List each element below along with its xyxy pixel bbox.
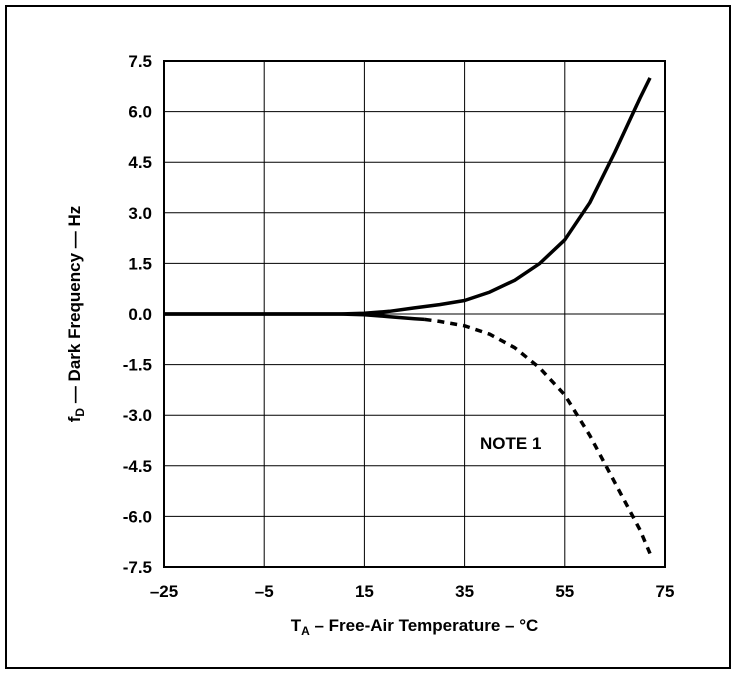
series-line-dashed — [424, 317, 652, 555]
chart-svg: –25 –5 15 35 55 75 7.5 6.0 4.5 3.0 1.5 0.0 -1.5 -3.0 -… — [65, 52, 675, 638]
y-axis-label: fD — Dark Frequency — Hz — [65, 206, 87, 423]
x-tick-label: –5 — [255, 582, 274, 601]
y-axis-label-rest: — Dark Frequency — Hz — [65, 206, 84, 408]
y-tick-label: -1.5 — [123, 356, 152, 375]
y-tick-label: -7.5 — [123, 558, 152, 577]
x-tick-label: 35 — [455, 582, 474, 601]
tick-labels: –25 –5 15 35 55 75 7.5 6.0 4.5 3.0 1.5 0.0 -1.5 -3.0 -… — [123, 52, 675, 601]
x-axis-label-rest: – Free-Air Temperature – °C — [310, 616, 539, 635]
series-group — [164, 77, 652, 555]
x-axis-label: TA – Free-Air Temperature – °C — [291, 616, 539, 638]
y-tick-label: -4.5 — [123, 457, 152, 476]
y-tick-label: 0.0 — [128, 305, 152, 324]
y-tick-label: -3.0 — [123, 406, 152, 425]
chart-frame: –25 –5 15 35 55 75 7.5 6.0 4.5 3.0 1.5 0.0 -1.5 -3.0 -… — [5, 5, 731, 669]
x-axis-label-subscript: A — [301, 624, 310, 638]
y-tick-label: 4.5 — [128, 153, 152, 172]
x-tick-label: 55 — [555, 582, 574, 601]
x-tick-label: 75 — [656, 582, 675, 601]
y-axis-label-subscript: D — [73, 408, 87, 417]
y-tick-label: 1.5 — [128, 254, 152, 273]
y-tick-label: 7.5 — [128, 52, 152, 71]
plot-area-border — [163, 60, 666, 568]
y-axis-label-main: f — [65, 416, 84, 422]
series-line-solid — [164, 77, 652, 316]
y-tick-label: 6.0 — [128, 103, 152, 122]
y-tick-label: 3.0 — [128, 204, 152, 223]
y-tick-label: -6.0 — [123, 507, 152, 526]
note-annotation: NOTE 1 — [480, 434, 541, 453]
x-tick-label: 15 — [355, 582, 374, 601]
x-axis-label-main: T — [291, 616, 302, 635]
x-tick-label: –25 — [150, 582, 178, 601]
series-line-solid — [164, 312, 425, 322]
